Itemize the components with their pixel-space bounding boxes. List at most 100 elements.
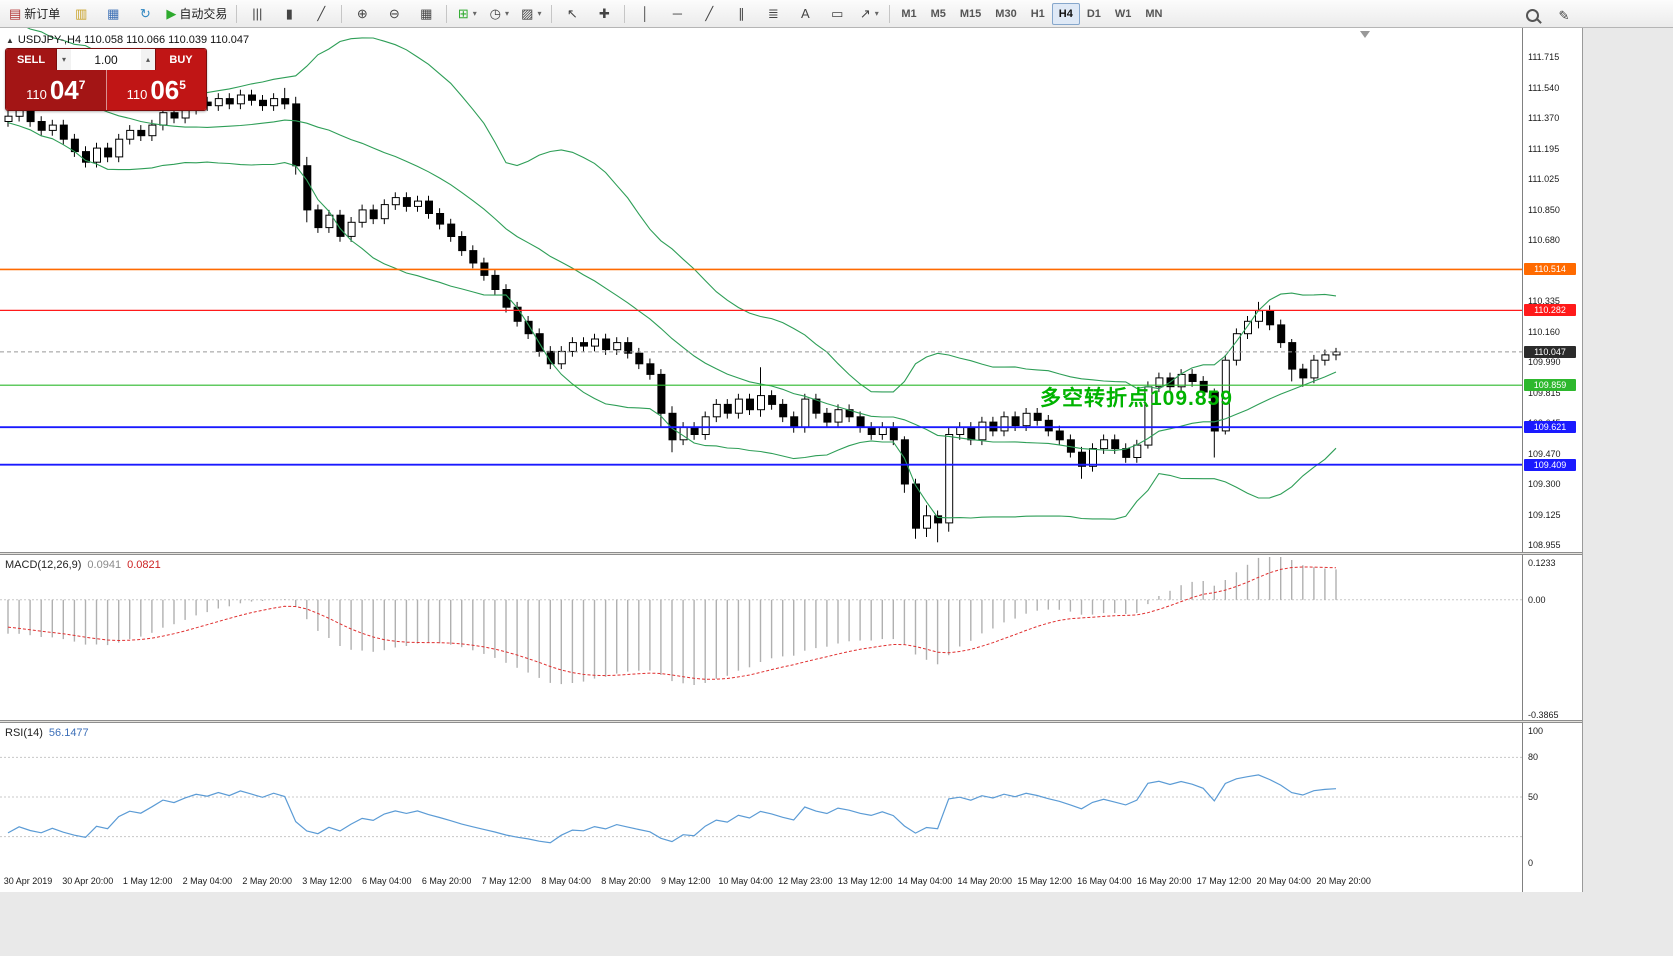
one-click-collapse-icon[interactable]: ▲ [6,35,14,45]
macd-title: MACD(12,26,9) [5,559,82,571]
rsi-panel[interactable] [0,723,1522,870]
channel-button[interactable]: ∥ [725,2,757,26]
trendline-button[interactable]: ╱ [693,2,725,26]
candle-body [1078,451,1086,467]
price-tick-label: 109.300 [1528,479,1561,489]
indicators-icon: ⊞ [457,6,469,21]
buy-price-button[interactable]: 110 06 5 [106,70,206,110]
edit-icon: ✎ [1558,7,1570,23]
cursor-button[interactable]: ↖ [556,2,588,26]
bar-chart-button[interactable]: ||| [241,2,273,26]
candle-body [4,115,13,122]
chart-shift-marker-icon[interactable] [1360,31,1370,38]
candle-body [1155,377,1164,388]
charts-profile-button[interactable]: ▥ [65,2,97,26]
candlestick-chart-button[interactable]: ▮ [273,2,305,26]
text-button[interactable]: A [789,2,821,26]
candle-body [259,99,267,107]
dropdown-caret-icon: ▾ [504,9,509,18]
toolbar-separator [551,4,553,23]
timeframe-h4-button[interactable]: H4 [1051,2,1080,25]
date-label: 16 May 20:00 [1136,876,1192,886]
candle-body [834,409,843,423]
current-price-label: 110.047 [1524,345,1576,358]
price-tick-label: 110.680 [1528,235,1560,245]
zoom-in-button[interactable]: ⊕ [346,2,378,26]
timeframe-m15-button[interactable]: M15 [959,7,982,20]
price-chart[interactable] [0,28,1522,552]
candle-body [1122,448,1131,458]
candle-body [856,416,865,428]
bollinger-upper-band[interactable] [8,28,1337,393]
one-click-trading-panel: SELL ▾ 1.00 ▴ BUY 110 04 7 110 06 5 [5,48,207,111]
new-order-button[interactable]: ▤ 新订单 [4,2,65,26]
bollinger-lower-band[interactable] [7,122,1337,520]
candle-body [48,124,57,131]
periods-button[interactable]: ◷ ▾ [483,2,515,26]
candle-body [746,398,754,411]
timeframe-m1-button[interactable]: M1 [901,7,917,20]
timeframe-m5-button[interactable]: M5 [930,7,946,20]
candle-body [923,515,931,529]
symbol-info: ▲ USDJPY-,H4 110.058 110.066 110.039 110… [6,34,249,46]
volume-stepper[interactable]: ▾ 1.00 ▴ [56,49,156,70]
date-axis[interactable]: 30 Apr 2019 30 Apr 20:00 1 May 12:00 2 May … [0,871,1522,892]
auto-trading-button-label: 自动交易 [179,7,228,21]
level-price-label: 109.621 [1524,421,1576,434]
candle-body [502,289,511,308]
line-chart-button[interactable]: ╱ [305,2,337,26]
timeframe-d1-button[interactable]: D1 [1086,7,1101,20]
buy-button[interactable]: BUY [156,49,206,70]
panel-separator[interactable] [0,720,1582,723]
edit-button[interactable]: ✎ [1548,3,1580,27]
label-button[interactable]: ▭ [821,2,853,26]
volume-decrease-button[interactable]: ▾ [57,49,71,70]
quick-search-button[interactable] [1516,3,1548,27]
timeframe-h1-button[interactable]: H1 [1030,7,1045,20]
chart-annotation[interactable]: 多空转折点109.859 [1040,387,1233,410]
date-label: 15 May 12:00 [1017,876,1072,886]
bollinger-middle-band[interactable] [7,70,1337,451]
rsi-value: 56.1477 [48,727,89,739]
candle-body [1022,412,1031,427]
candle-body [889,426,898,441]
candle-body [580,342,588,347]
price-tick-label: 109.815 [1528,387,1561,398]
crosshair-button[interactable]: ✚ [588,2,620,26]
rsi-label: RSI(14) 56.1477 [5,727,89,739]
sell-price-button[interactable]: 110 04 7 [6,70,107,110]
timeframe-w1-button[interactable]: W1 [1114,7,1132,20]
macd-signal-line [7,566,1337,680]
level-price-label: 110.282 [1524,304,1576,317]
candle-body [1221,359,1230,432]
candle-body [1244,320,1252,335]
price-tick-label: 110.335 [1528,296,1560,306]
vertical-line-button[interactable]: │ [629,2,661,26]
horizontal-line-button[interactable]: ─ [661,2,693,26]
candle-body [1310,359,1319,379]
volume-input[interactable]: 1.00 [94,52,118,67]
refresh-button[interactable]: ↻ [129,2,161,26]
candle-body [458,236,467,252]
candle-body [303,165,312,211]
sell-button[interactable]: SELL [6,49,56,70]
auto-trading-button[interactable]: ▶ 自动交易 [161,2,232,26]
candlestick-chart-icon: ▮ [285,6,293,21]
market-watch-button[interactable]: ▦ [97,2,129,26]
zoom-out-button[interactable]: ⊖ [378,2,410,26]
macd-panel[interactable] [0,555,1522,720]
tile-windows-button[interactable]: ▦ [410,2,442,26]
toolbar-separator [341,4,343,23]
timeframe-m30-button[interactable]: M30 [995,7,1017,20]
fibonacci-button[interactable]: ≣ [757,2,789,26]
macd-axis-label: -0.3865 [1528,710,1559,720]
panel-separator[interactable] [0,552,1582,555]
volume-increase-button[interactable]: ▴ [141,49,155,70]
date-label: 6 May 20:00 [421,876,472,886]
arrows-button[interactable]: ↗ ▾ [853,2,885,26]
date-label: 7 May 12:00 [481,876,532,886]
date-label: 8 May 04:00 [541,876,591,886]
indicators-button[interactable]: ⊞ ▾ [451,2,483,26]
templates-button[interactable]: ▨ ▾ [515,2,547,26]
timeframe-mn-button[interactable]: MN [1145,7,1163,20]
